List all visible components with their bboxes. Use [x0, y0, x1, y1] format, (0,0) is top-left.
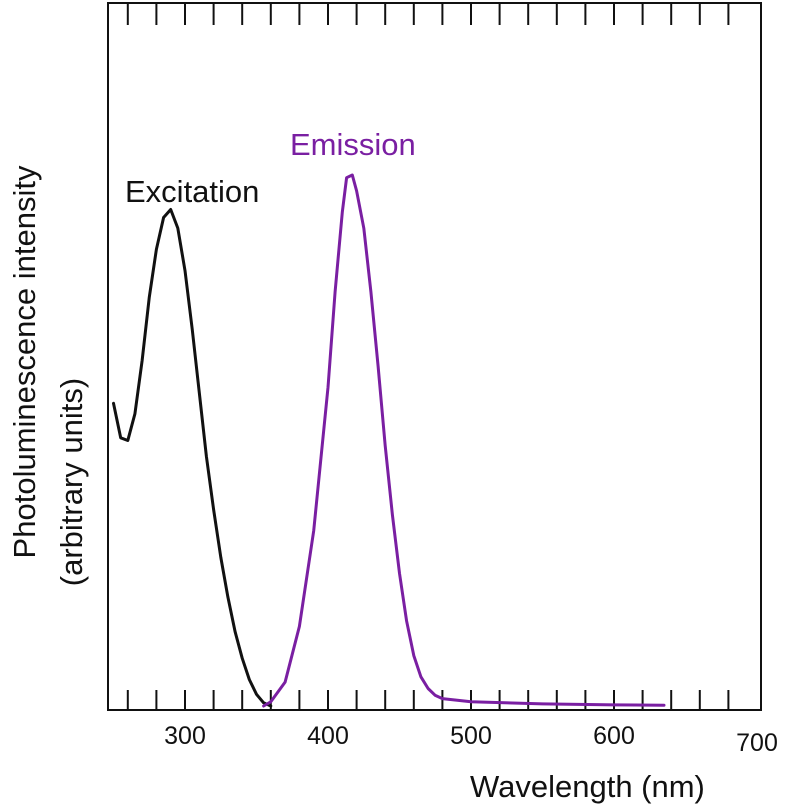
- y-axis-title-line2: (arbitrary units): [54, 378, 89, 586]
- y-axis-title-line1: Photoluminescence intensity: [7, 165, 42, 558]
- x-tick-labels: 300 400 500 600 700: [164, 722, 778, 757]
- emission-label: Emission: [290, 127, 416, 162]
- x-tick-label-700: 700: [736, 729, 778, 757]
- x-tick-label-400: 400: [307, 722, 349, 750]
- series-lines: [112, 173, 666, 708]
- excitation-label: Excitation: [125, 174, 259, 209]
- tick-marks: [126, 3, 730, 710]
- x-tick-label-600: 600: [593, 722, 635, 750]
- x-tick-label-300: 300: [164, 722, 206, 750]
- excitation-curve: [112, 208, 273, 708]
- emission-curve: [262, 173, 666, 708]
- plot-frame: [107, 2, 762, 711]
- x-tick-label-500: 500: [450, 722, 492, 750]
- x-axis-title: Wavelength (nm): [470, 769, 705, 804]
